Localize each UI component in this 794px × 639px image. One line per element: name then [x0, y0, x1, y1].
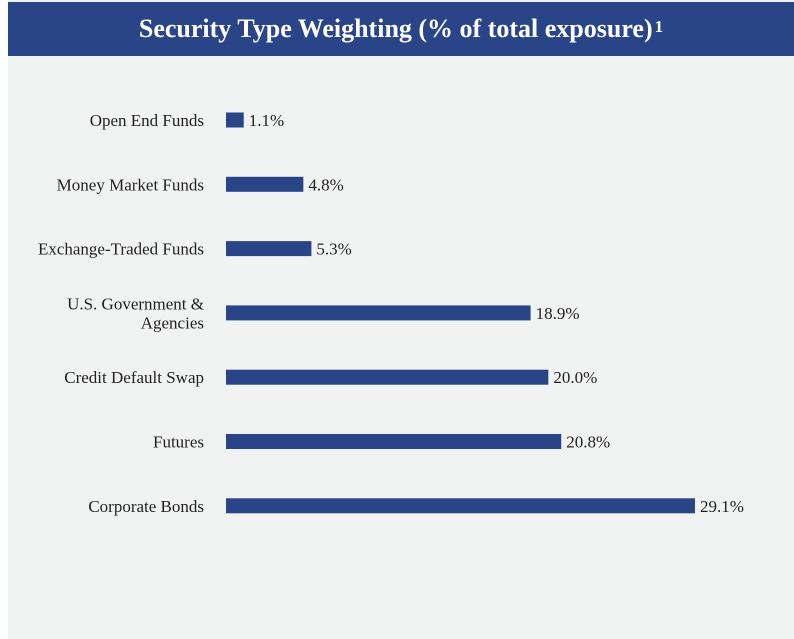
category-label: U.S. Government & [67, 294, 204, 313]
bar [226, 498, 695, 514]
value-label: 20.0% [553, 368, 597, 387]
value-label: 18.9% [536, 304, 580, 323]
footnote-marker: 1 [654, 17, 664, 36]
bar [226, 112, 244, 128]
category-label: Agencies [141, 313, 204, 332]
value-label: 20.8% [566, 433, 610, 452]
category-label: Open End Funds [90, 111, 204, 130]
category-label: Credit Default Swap [64, 368, 204, 387]
bar [226, 305, 531, 321]
value-label: 29.1% [700, 497, 744, 516]
value-label: 1.1% [249, 111, 284, 130]
bar [226, 434, 562, 449]
chart-title: Security Type Weighting (% of total expo… [138, 14, 653, 43]
value-label: 5.3% [316, 240, 351, 259]
chart-header: Security Type Weighting (% of total expo… [8, 2, 794, 56]
category-label: Corporate Bonds [88, 497, 204, 516]
bar [226, 241, 312, 257]
bar [226, 369, 549, 385]
category-label: Futures [153, 433, 204, 452]
value-label: 4.8% [308, 175, 343, 194]
category-label: Exchange-Traded Funds [38, 240, 204, 259]
category-label: Money Market Funds [57, 175, 204, 194]
bar [226, 176, 304, 192]
bars-group: 1.1% Open End Funds 4.8% Money Market Funds… [38, 111, 744, 516]
